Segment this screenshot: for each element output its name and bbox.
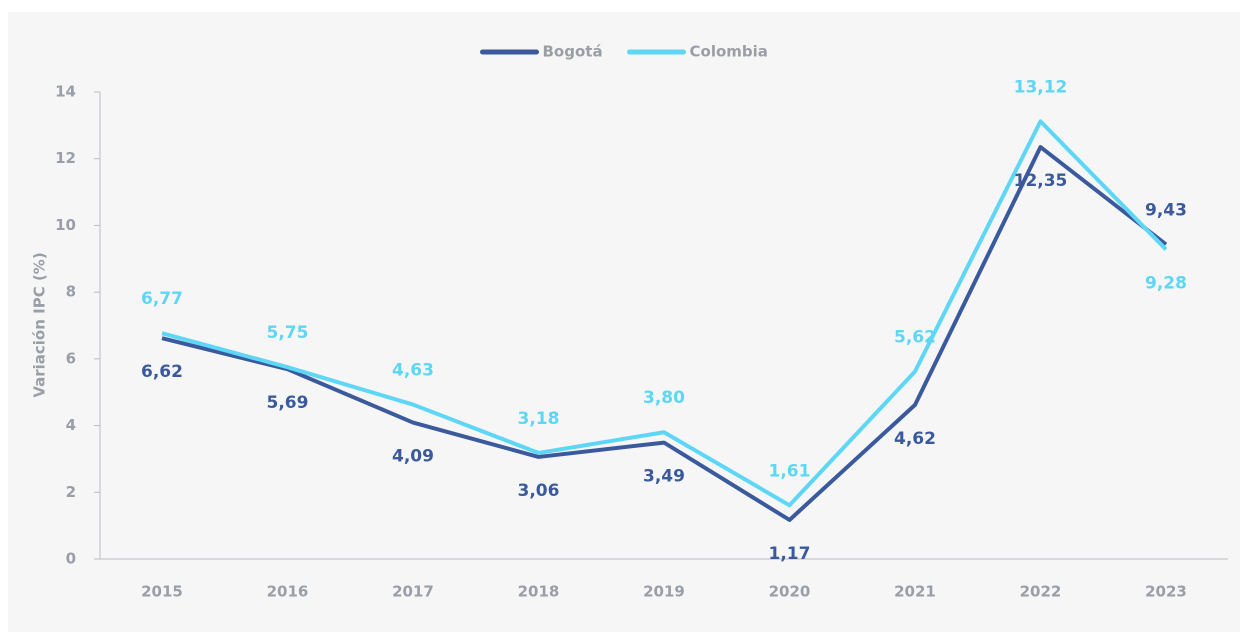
y-tick-label: 14	[55, 83, 76, 101]
data-label: 5,69	[267, 393, 309, 413]
x-tick-label: 2021	[894, 583, 936, 601]
x-tick-label: 2017	[392, 583, 434, 601]
y-axis-label: Variación IPC (%)	[31, 252, 49, 397]
y-tick-label: 12	[55, 149, 76, 167]
data-label: 3,18	[518, 409, 560, 429]
chart-background	[8, 12, 1240, 632]
x-tick-label: 2015	[141, 583, 183, 601]
data-label: 4,63	[392, 361, 434, 381]
x-tick-label: 2019	[643, 583, 685, 601]
x-tick-label: 2022	[1020, 583, 1062, 601]
series-line	[161, 145, 1168, 522]
data-label: 13,12	[1014, 77, 1068, 97]
y-tick-label: 8	[66, 283, 76, 301]
x-tick-label: 2016	[267, 583, 309, 601]
series-line	[161, 119, 1168, 508]
data-label: 4,62	[894, 429, 936, 449]
x-tick-label: 2018	[518, 583, 560, 601]
y-tick-label: 0	[66, 550, 76, 568]
data-label: 1,17	[769, 544, 811, 564]
legend-label: Bogotá	[543, 43, 603, 61]
y-tick-label: 10	[55, 216, 76, 234]
data-label: 1,61	[769, 461, 811, 481]
data-label: 4,09	[392, 447, 434, 467]
data-label: 9,28	[1145, 273, 1187, 293]
data-label: 12,35	[1014, 171, 1068, 191]
legend-label: Colombia	[690, 43, 768, 61]
data-label: 9,43	[1145, 200, 1187, 220]
y-tick-label: 6	[66, 349, 76, 367]
x-tick-label: 2023	[1145, 583, 1187, 601]
data-label: 6,77	[141, 289, 183, 309]
data-label: 3,80	[643, 388, 685, 408]
y-tick-label: 2	[66, 483, 76, 501]
data-label: 6,62	[141, 362, 183, 382]
x-tick-label: 2020	[769, 583, 811, 601]
data-label: 5,75	[267, 323, 309, 343]
data-label: 5,62	[894, 328, 936, 348]
data-label: 3,06	[518, 481, 560, 501]
data-label: 3,49	[643, 467, 685, 487]
y-tick-label: 4	[66, 416, 76, 434]
